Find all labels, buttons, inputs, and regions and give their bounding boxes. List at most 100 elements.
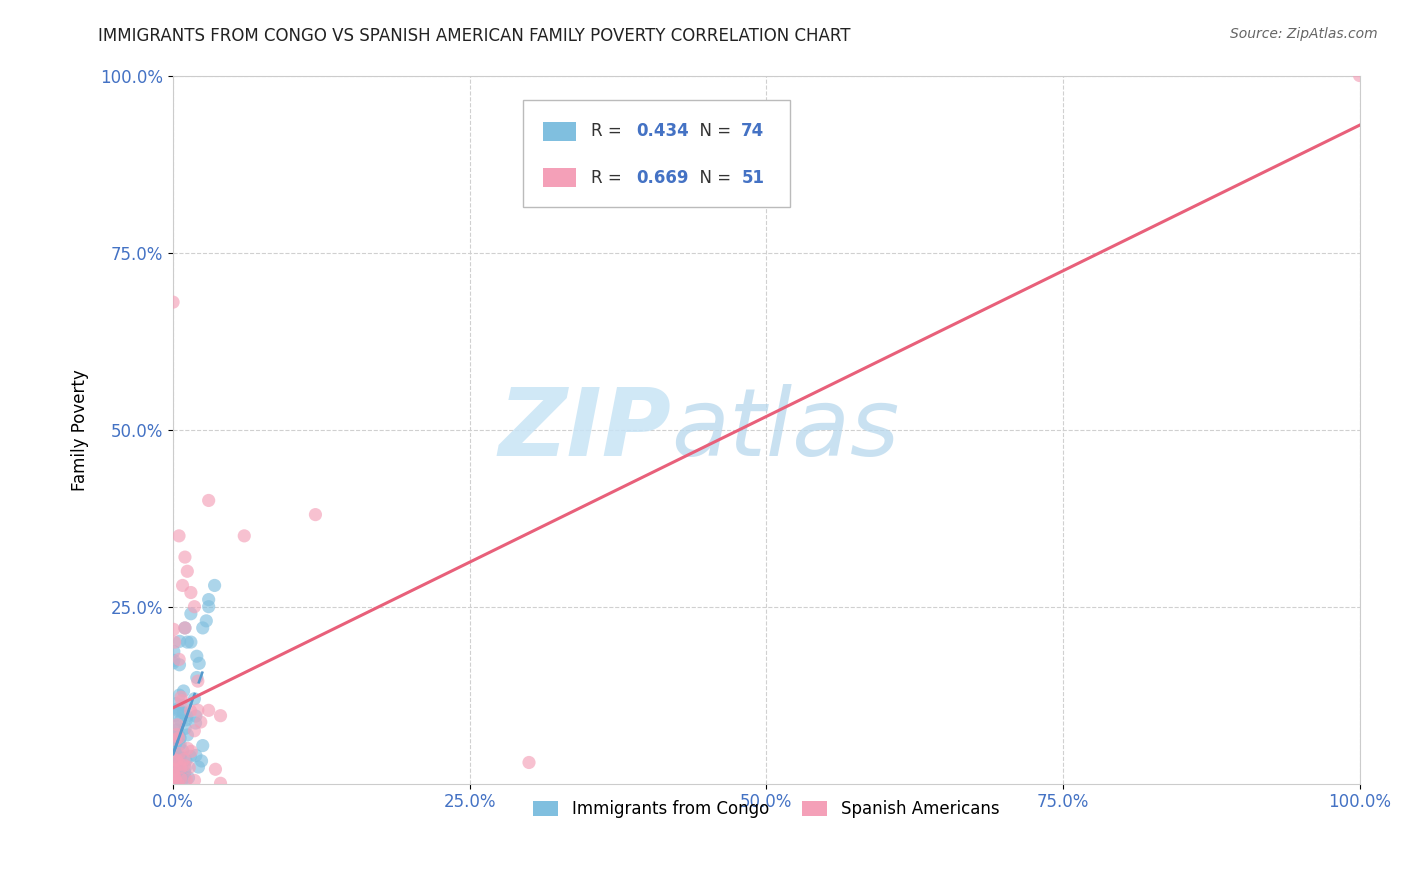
Y-axis label: Family Poverty: Family Poverty bbox=[72, 368, 89, 491]
Point bbox=[209, 708, 232, 723]
Point bbox=[179, 761, 201, 775]
Point bbox=[166, 723, 188, 737]
Point bbox=[517, 756, 540, 770]
Point bbox=[167, 774, 190, 789]
Point bbox=[162, 623, 184, 637]
Point bbox=[169, 747, 191, 761]
Point bbox=[186, 649, 208, 664]
Point bbox=[163, 771, 186, 785]
Point bbox=[170, 761, 193, 775]
Point bbox=[172, 706, 194, 720]
Point bbox=[166, 753, 188, 767]
Point bbox=[172, 743, 194, 757]
Point bbox=[167, 704, 190, 718]
Point bbox=[197, 599, 219, 614]
Point bbox=[167, 688, 190, 702]
Point bbox=[165, 731, 187, 745]
Point bbox=[174, 754, 197, 768]
Point bbox=[179, 749, 201, 764]
Point bbox=[180, 744, 202, 758]
Point bbox=[169, 771, 191, 785]
Point bbox=[173, 771, 195, 785]
Point bbox=[204, 762, 226, 776]
Point bbox=[180, 607, 202, 621]
Point bbox=[174, 621, 197, 635]
Text: N =: N = bbox=[689, 169, 737, 186]
Text: N =: N = bbox=[689, 122, 737, 140]
Point bbox=[197, 703, 219, 717]
Point bbox=[204, 578, 226, 592]
Point bbox=[174, 713, 197, 727]
Point bbox=[209, 776, 232, 790]
Point bbox=[167, 529, 190, 543]
Point bbox=[165, 708, 187, 723]
Point bbox=[187, 674, 209, 689]
Point bbox=[167, 774, 190, 789]
Point bbox=[176, 741, 198, 756]
Point bbox=[177, 771, 200, 785]
Point bbox=[187, 703, 209, 717]
Point bbox=[169, 749, 191, 764]
Point bbox=[163, 763, 186, 777]
Point bbox=[183, 773, 205, 788]
Point bbox=[176, 728, 198, 742]
FancyBboxPatch shape bbox=[523, 100, 790, 207]
Point bbox=[163, 753, 186, 767]
Point bbox=[169, 757, 191, 772]
Point bbox=[172, 578, 194, 592]
Point bbox=[173, 752, 195, 766]
Point bbox=[190, 754, 212, 768]
Point bbox=[166, 761, 188, 775]
Point bbox=[183, 723, 205, 738]
Point bbox=[174, 550, 197, 565]
Point bbox=[188, 657, 211, 671]
Point bbox=[184, 709, 207, 723]
Point bbox=[173, 698, 195, 713]
Point bbox=[190, 714, 212, 729]
Point bbox=[167, 652, 190, 666]
Point bbox=[163, 653, 186, 667]
Point bbox=[197, 592, 219, 607]
Point bbox=[186, 671, 208, 685]
Point bbox=[163, 750, 186, 764]
Point bbox=[165, 772, 187, 787]
Point bbox=[167, 729, 190, 743]
Point bbox=[174, 722, 197, 736]
FancyBboxPatch shape bbox=[543, 121, 576, 142]
Point bbox=[162, 762, 184, 776]
Point bbox=[165, 732, 187, 747]
Point bbox=[169, 737, 191, 751]
Point bbox=[173, 758, 195, 772]
Point bbox=[191, 739, 214, 753]
Point bbox=[169, 765, 191, 780]
Point bbox=[167, 759, 190, 773]
Point bbox=[163, 776, 186, 790]
Point bbox=[304, 508, 326, 522]
Point bbox=[173, 765, 195, 780]
Point bbox=[180, 635, 202, 649]
Point bbox=[184, 716, 207, 731]
Point bbox=[183, 599, 205, 614]
Point bbox=[191, 621, 214, 635]
Point bbox=[169, 714, 191, 728]
Text: Source: ZipAtlas.com: Source: ZipAtlas.com bbox=[1230, 27, 1378, 41]
Point bbox=[162, 656, 184, 670]
Point bbox=[187, 760, 209, 774]
Text: 51: 51 bbox=[741, 169, 765, 186]
Point bbox=[165, 697, 187, 711]
Point bbox=[166, 775, 188, 789]
FancyBboxPatch shape bbox=[543, 168, 576, 187]
Point bbox=[166, 758, 188, 772]
Point bbox=[167, 773, 190, 788]
Point bbox=[169, 731, 191, 745]
Point bbox=[174, 761, 197, 775]
Point bbox=[163, 745, 186, 759]
Text: 0.669: 0.669 bbox=[636, 169, 689, 186]
Point bbox=[169, 634, 191, 648]
Point bbox=[176, 709, 198, 723]
Point bbox=[166, 763, 188, 777]
Text: R =: R = bbox=[591, 122, 627, 140]
Point bbox=[165, 719, 187, 733]
Point bbox=[180, 585, 202, 599]
Point bbox=[176, 772, 198, 787]
